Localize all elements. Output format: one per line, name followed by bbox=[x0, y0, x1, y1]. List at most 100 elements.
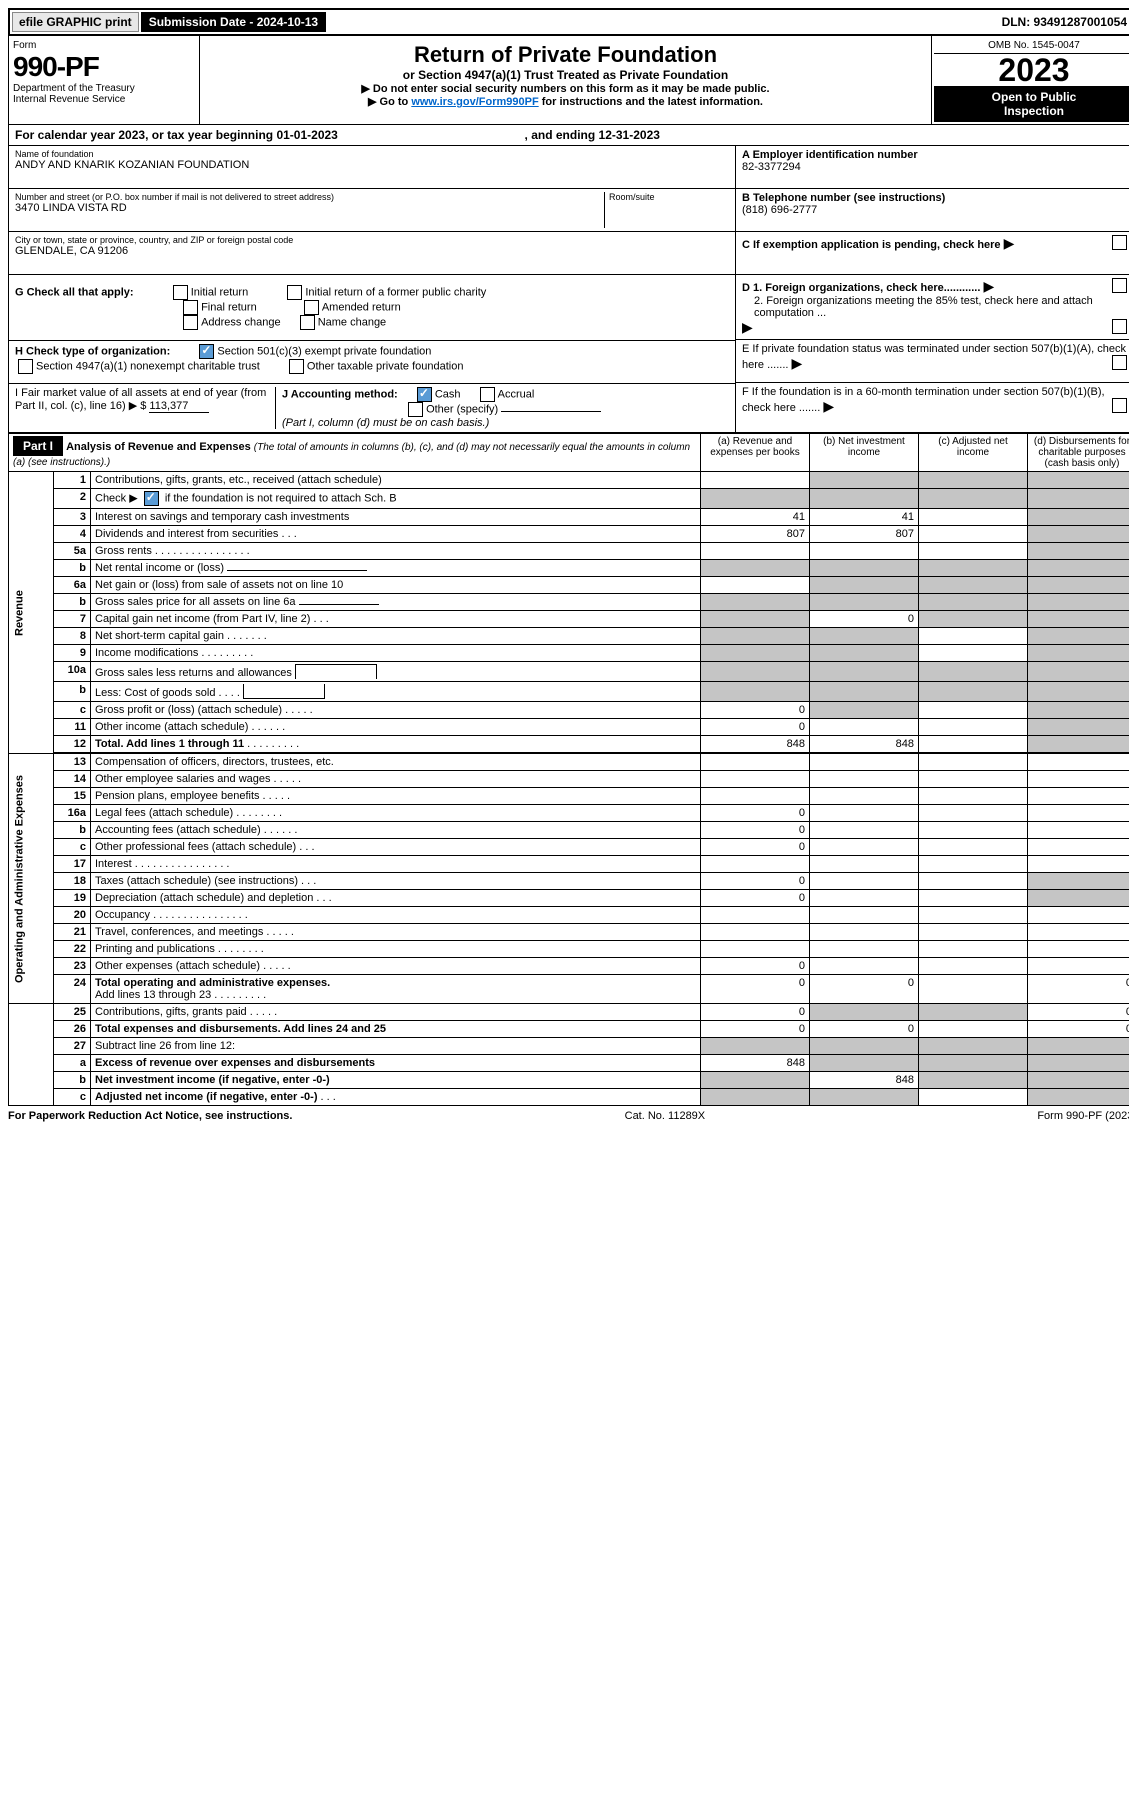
c-label: C If exemption application is pending, c… bbox=[742, 239, 1001, 251]
table-row: 24Total operating and administrative exp… bbox=[9, 975, 1129, 1004]
address-label: Number and street (or P.O. box number if… bbox=[15, 192, 604, 202]
c-checkbox[interactable] bbox=[1112, 235, 1127, 250]
col-a-header: (a) Revenue and expenses per books bbox=[701, 434, 810, 472]
table-row: bAccounting fees (attach schedule) . . .… bbox=[9, 822, 1129, 839]
col-c-header: (c) Adjusted net income bbox=[919, 434, 1028, 472]
4947-checkbox[interactable] bbox=[18, 359, 33, 374]
name-change-checkbox[interactable] bbox=[300, 315, 315, 330]
g-label: G Check all that apply: bbox=[15, 286, 134, 298]
table-row: 6aNet gain or (loss) from sale of assets… bbox=[9, 577, 1129, 594]
other-taxable-label: Other taxable private foundation bbox=[307, 360, 464, 372]
irs-link[interactable]: www.irs.gov/Form990PF bbox=[411, 96, 538, 108]
table-row: bGross sales price for all assets on lin… bbox=[9, 594, 1129, 611]
accrual-checkbox[interactable] bbox=[480, 387, 495, 402]
foundation-name-label: Name of foundation bbox=[15, 149, 729, 159]
table-row: 9Income modifications . . . . . . . . . bbox=[9, 645, 1129, 662]
4947-label: Section 4947(a)(1) nonexempt charitable … bbox=[36, 360, 260, 372]
initial-return-label: Initial return bbox=[191, 286, 248, 298]
table-row: Revenue 1Contributions, gifts, grants, e… bbox=[9, 472, 1129, 489]
instruction-1: ▶ Do not enter social security numbers o… bbox=[206, 82, 925, 95]
arrow-icon: ▶ bbox=[823, 398, 834, 414]
accrual-label: Accrual bbox=[498, 388, 535, 400]
instruction-2: ▶ Go to www.irs.gov/Form990PF for instru… bbox=[206, 95, 925, 108]
city-state-zip: GLENDALE, CA 91206 bbox=[15, 245, 729, 257]
table-row: 27Subtract line 26 from line 12: bbox=[9, 1038, 1129, 1055]
table-row: 7Capital gain net income (from Part IV, … bbox=[9, 611, 1129, 628]
form-title: Return of Private Foundation bbox=[206, 42, 925, 68]
final-return-checkbox[interactable] bbox=[183, 300, 198, 315]
501c3-label: Section 501(c)(3) exempt private foundat… bbox=[217, 345, 431, 357]
dln-label: DLN: 93491287001054 bbox=[994, 12, 1129, 32]
name-change-label: Name change bbox=[318, 316, 387, 328]
phone-label: B Telephone number (see instructions) bbox=[742, 192, 945, 204]
street-address: 3470 LINDA VISTA RD bbox=[15, 202, 604, 214]
table-row: 21Travel, conferences, and meetings . . … bbox=[9, 924, 1129, 941]
form-subtitle: or Section 4947(a)(1) Trust Treated as P… bbox=[206, 68, 925, 82]
table-row: 25Contributions, gifts, grants paid . . … bbox=[9, 1004, 1129, 1021]
address-change-checkbox[interactable] bbox=[183, 315, 198, 330]
table-row: 4Dividends and interest from securities … bbox=[9, 526, 1129, 543]
j-note: (Part I, column (d) must be on cash basi… bbox=[282, 417, 489, 429]
table-row: 15Pension plans, employee benefits . . .… bbox=[9, 788, 1129, 805]
table-row: bLess: Cost of goods sold . . . . bbox=[9, 682, 1129, 702]
efile-print-button[interactable]: efile GRAPHIC print bbox=[12, 12, 139, 32]
form-header: Form 990-PF Department of the Treasury I… bbox=[8, 36, 1129, 125]
foundation-name: ANDY AND KNARIK KOZANIAN FOUNDATION bbox=[15, 159, 729, 171]
table-row: cAdjusted net income (if negative, enter… bbox=[9, 1089, 1129, 1106]
catalog-number: Cat. No. 11289X bbox=[625, 1110, 706, 1122]
table-row: 26Total expenses and disbursements. Add … bbox=[9, 1021, 1129, 1038]
table-row: 23Other expenses (attach schedule) . . .… bbox=[9, 958, 1129, 975]
501c3-checkbox[interactable] bbox=[199, 344, 214, 359]
cash-checkbox[interactable] bbox=[417, 387, 432, 402]
form-label: Form bbox=[13, 40, 195, 51]
cash-label: Cash bbox=[435, 388, 461, 400]
final-return-label: Final return bbox=[201, 301, 257, 313]
table-row: 10aGross sales less returns and allowanc… bbox=[9, 662, 1129, 682]
d1-checkbox[interactable] bbox=[1112, 278, 1127, 293]
e-checkbox[interactable] bbox=[1112, 355, 1127, 370]
part1-title: Analysis of Revenue and Expenses bbox=[66, 441, 251, 453]
calendar-year-line: For calendar year 2023, or tax year begi… bbox=[8, 125, 1129, 146]
other-method-label: Other (specify) bbox=[426, 403, 498, 415]
d2-checkbox[interactable] bbox=[1112, 319, 1127, 334]
arrow-icon: ▶ bbox=[983, 278, 994, 294]
initial-return-checkbox[interactable] bbox=[173, 285, 188, 300]
sch-b-checkbox[interactable] bbox=[144, 491, 159, 506]
f-checkbox[interactable] bbox=[1112, 398, 1127, 413]
col-d-header: (d) Disbursements for charitable purpose… bbox=[1028, 434, 1129, 472]
top-bar: efile GRAPHIC print Submission Date - 20… bbox=[8, 8, 1129, 36]
h-label: H Check type of organization: bbox=[15, 345, 170, 357]
j-label: J Accounting method: bbox=[282, 388, 398, 400]
i-arrow: ▶ $ bbox=[129, 400, 147, 412]
room-suite-label: Room/suite bbox=[609, 192, 729, 202]
table-row: 5aGross rents bbox=[9, 543, 1129, 560]
table-row: 17Interest bbox=[9, 856, 1129, 873]
open-public-badge: Open to PublicInspection bbox=[934, 86, 1129, 122]
arrow-icon: ▶ bbox=[792, 355, 803, 371]
table-row: Operating and Administrative Expenses 13… bbox=[9, 754, 1129, 771]
table-row: 12Total. Add lines 1 through 11 . . . . … bbox=[9, 736, 1129, 753]
initial-public-label: Initial return of a former public charit… bbox=[305, 286, 486, 298]
table-row: 18Taxes (attach schedule) (see instructi… bbox=[9, 873, 1129, 890]
table-row: 20Occupancy bbox=[9, 907, 1129, 924]
table-row: 3Interest on savings and temporary cash … bbox=[9, 509, 1129, 526]
address-change-label: Address change bbox=[201, 316, 281, 328]
table-row: 14Other employee salaries and wages . . … bbox=[9, 771, 1129, 788]
tax-year: 2023 bbox=[934, 54, 1129, 86]
fmv-value: 113,377 bbox=[149, 400, 209, 413]
paperwork-notice: For Paperwork Reduction Act Notice, see … bbox=[8, 1110, 292, 1122]
other-taxable-checkbox[interactable] bbox=[289, 359, 304, 374]
form-reference: Form 990-PF (2023) bbox=[1037, 1110, 1129, 1122]
initial-public-checkbox[interactable] bbox=[287, 285, 302, 300]
table-row: bNet rental income or (loss) bbox=[9, 560, 1129, 577]
ein-value: 82-3377294 bbox=[742, 161, 801, 173]
expenses-section-label: Operating and Administrative Expenses bbox=[9, 754, 54, 1004]
other-method-checkbox[interactable] bbox=[408, 402, 423, 417]
table-row: aExcess of revenue over expenses and dis… bbox=[9, 1055, 1129, 1072]
amended-return-checkbox[interactable] bbox=[304, 300, 319, 315]
table-row: bNet investment income (if negative, ent… bbox=[9, 1072, 1129, 1089]
entity-info-block: Name of foundation ANDY AND KNARIK KOZAN… bbox=[8, 146, 1129, 433]
table-row: 19Depreciation (attach schedule) and dep… bbox=[9, 890, 1129, 907]
f-label: F If the foundation is in a 60-month ter… bbox=[742, 386, 1105, 414]
arrow-icon: ▶ bbox=[742, 319, 753, 335]
